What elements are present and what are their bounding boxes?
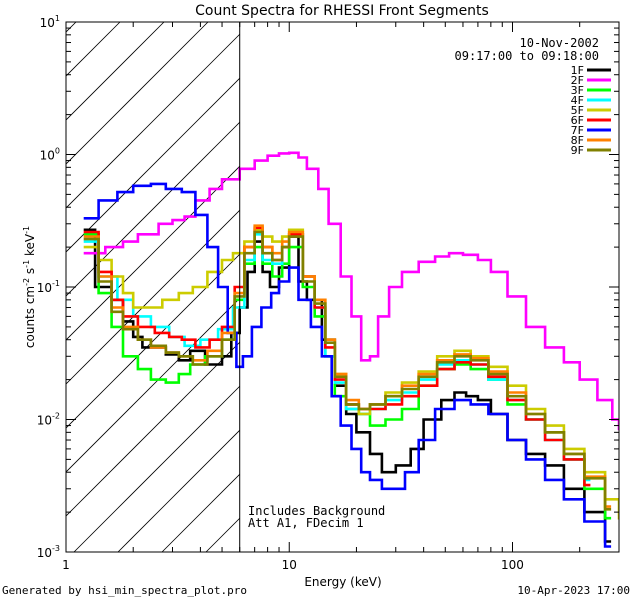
annotation-attenuator: Att A1, FDecim 1 — [248, 516, 364, 530]
y-tick-label: 100 — [40, 147, 60, 163]
hatch-line — [66, 22, 165, 121]
axis-ticks: 1 10 100 10-3 10-2 10-1 100 101 — [37, 14, 620, 572]
annotation-time-range: 09:17:00 to 09:18:00 — [455, 49, 600, 63]
footer-timestamp: 10-Apr-2023 17:00 — [517, 584, 630, 597]
annotation-date: 10-Nov-2002 — [520, 36, 599, 50]
legend-label: 8F — [571, 134, 584, 147]
legend-label: 4F — [571, 94, 584, 107]
legend-label: 7F — [571, 124, 584, 137]
legend-label: 9F — [571, 144, 584, 157]
series-layer — [83, 151, 619, 548]
x-axis-label: Energy (keV) — [304, 575, 381, 589]
legend-label: 1F — [571, 64, 584, 77]
y-tick-label: 10-3 — [37, 544, 60, 560]
hatch-line — [66, 22, 297, 253]
hatch-line — [66, 22, 209, 165]
y-tick-label: 10-1 — [37, 279, 60, 295]
annotation-background: Includes Background — [248, 504, 385, 518]
x-tick-label: 100 — [501, 558, 524, 572]
x-tick-label: 10 — [282, 558, 297, 572]
chart-title: Count Spectra for RHESSI Front Segments — [195, 3, 489, 19]
footer-generated-by: Generated by hsi_min_spectra_plot.pro — [2, 584, 248, 597]
hatch-mask — [239, 22, 619, 552]
y-tick-label: 101 — [40, 14, 60, 30]
legend-label: 5F — [571, 104, 584, 117]
hatch-line — [66, 22, 253, 209]
legend-label: 3F — [571, 84, 584, 97]
series-9F — [83, 230, 612, 511]
y-tick-label: 10-2 — [37, 412, 60, 428]
y-axis-label: counts cm-2 s-1 keV-1 — [22, 226, 37, 348]
x-tick-label: 1 — [62, 558, 70, 572]
series-7F — [83, 182, 612, 548]
legend-label: 6F — [571, 114, 584, 127]
legend-label: 2F — [571, 74, 584, 87]
